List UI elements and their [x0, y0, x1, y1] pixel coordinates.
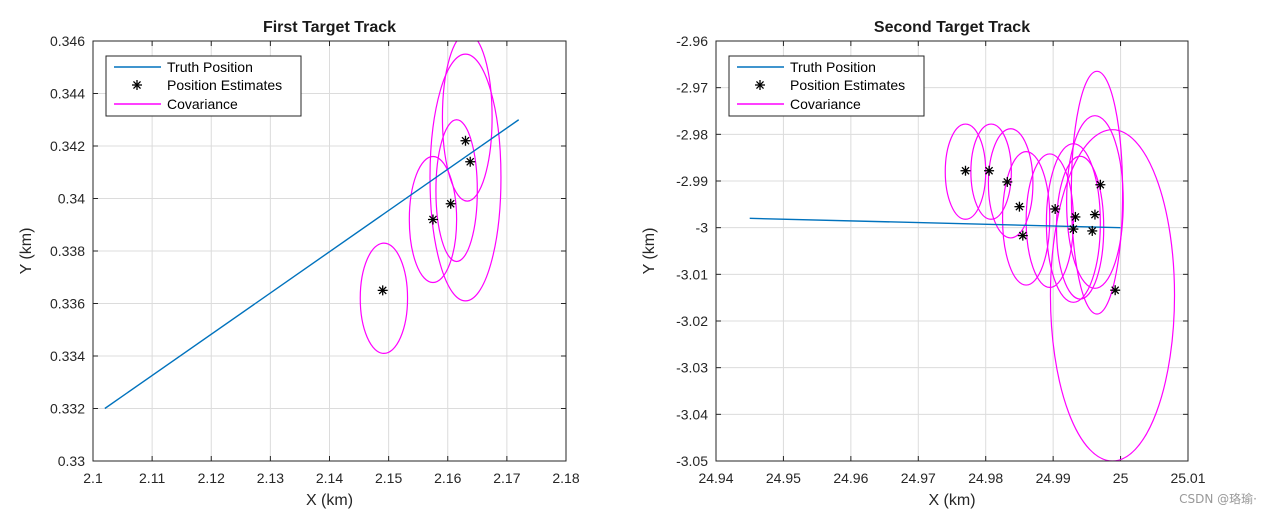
y-tick-label: -3.02	[676, 313, 708, 329]
position-estimate-marker	[445, 198, 456, 209]
position-estimate-marker	[377, 285, 388, 296]
legend: Truth Position Position Estimates Covarian…	[105, 55, 302, 117]
legend-label-estimates: Position Estimates	[790, 77, 905, 93]
x-tick-label: 2.12	[198, 470, 225, 486]
y-tick-label: -3.05	[676, 453, 708, 469]
x-tick-label: 2.16	[434, 470, 461, 486]
chart-title: Second Target Track	[874, 19, 1030, 36]
second-target-track-plot: 24.94 24.95 24.96 24.97 24.98 24.99 25 25.01 -3.…	[641, 19, 1206, 509]
y-axis-label: Y (km)	[641, 228, 658, 275]
position-estimate-marker	[1014, 201, 1025, 212]
y-tick-label: -2.97	[676, 80, 708, 96]
y-tick-label: 0.332	[50, 401, 85, 417]
y-tick-label: -3.04	[676, 406, 708, 422]
x-tick-label: 24.94	[698, 470, 733, 486]
y-tick-label: -3.03	[676, 360, 708, 376]
y-tick-label: -2.96	[676, 33, 708, 49]
y-tick-label: 0.33	[58, 453, 85, 469]
covariance-ellipse	[1049, 129, 1176, 461]
legend-label-truth: Truth Position	[167, 59, 253, 75]
first-target-track-plot: 2.1 2.11 2.12 2.13 2.14 2.15 2.16 2.17 2.18 0.33 0…	[18, 19, 580, 509]
y-tick-label: -3.01	[676, 266, 708, 282]
y-tick-label: -2.99	[676, 173, 708, 189]
x-tick-label: 24.99	[1036, 470, 1071, 486]
x-tick-label: 2.14	[316, 470, 343, 486]
x-tick-label: 24.98	[968, 470, 1003, 486]
watermark: CSDN @珞瑜·	[1179, 492, 1257, 506]
covariance-ellipse	[970, 123, 1012, 220]
legend-estimate-swatch	[755, 80, 765, 90]
position-estimate-marker	[1087, 225, 1098, 236]
position-estimate-marker	[427, 214, 438, 225]
covariance-ellipse	[441, 41, 493, 202]
position-estimate-marker	[1002, 176, 1013, 187]
y-tick-label: -2.98	[676, 126, 708, 142]
x-tick-label: 25.01	[1170, 470, 1205, 486]
x-tick-label: 2.1	[83, 470, 103, 486]
covariance-ellipse	[1070, 70, 1124, 315]
y-tick-label: 0.334	[50, 348, 85, 364]
truth-position-line	[104, 119, 520, 410]
position-estimate-marker	[1050, 204, 1061, 214]
covariance-ellipse	[359, 242, 409, 354]
axes-box	[92, 40, 567, 462]
covariance-ellipse	[944, 123, 987, 220]
chart-title: First Target Track	[263, 19, 396, 36]
data-layer	[104, 41, 520, 410]
y-axis-label: Y (km)	[18, 228, 35, 275]
legend-label-covariance: Covariance	[167, 96, 238, 112]
position-estimate-marker	[1068, 224, 1079, 235]
covariance-ellipse	[1066, 115, 1124, 289]
y-tick-label: 0.344	[50, 86, 85, 102]
y-tick-label: -3	[696, 220, 709, 236]
covariance-ellipse	[1025, 153, 1074, 289]
covariance-ellipse	[429, 53, 502, 302]
x-tick-label: 2.13	[257, 470, 284, 486]
legend-label-estimates: Position Estimates	[167, 77, 282, 93]
legend-label-covariance: Covariance	[790, 96, 861, 112]
x-axis-label: X (km)	[928, 492, 975, 509]
x-tick-label: 2.18	[552, 470, 579, 486]
covariance-ellipse	[408, 155, 458, 284]
truth-position-line	[749, 217, 1121, 229]
axes-box	[715, 40, 1189, 462]
x-tick-label: 2.17	[493, 470, 520, 486]
covariance-ellipse	[1001, 151, 1051, 286]
position-estimate-marker	[460, 135, 471, 146]
x-tick-label: 2.11	[139, 470, 165, 486]
legend: Truth Position Position Estimates Covarian…	[728, 55, 925, 117]
position-estimate-marker	[984, 165, 995, 176]
position-estimate-marker	[1017, 230, 1028, 241]
position-estimate-marker	[1070, 211, 1081, 222]
x-tick-label: 24.95	[766, 470, 801, 486]
position-estimate-marker	[1095, 179, 1106, 190]
y-tick-label: 0.336	[50, 296, 85, 312]
y-tick-label: 0.34	[58, 191, 85, 207]
x-tick-label: 24.97	[901, 470, 936, 486]
x-tick-label: 2.15	[375, 470, 402, 486]
x-tick-label: 25	[1113, 470, 1129, 486]
x-axis-label: X (km)	[306, 492, 353, 509]
x-tick-label: 24.96	[833, 470, 868, 486]
position-estimate-marker	[465, 156, 476, 167]
covariance-ellipse	[987, 128, 1034, 239]
position-estimate-marker	[960, 165, 971, 176]
position-estimate-marker	[1110, 285, 1121, 296]
covariance-ellipse	[435, 119, 478, 263]
position-estimate-marker	[1089, 209, 1100, 220]
y-tick-label: 0.338	[50, 243, 85, 259]
y-tick-label: 0.346	[50, 33, 85, 49]
legend-estimate-swatch	[132, 80, 142, 90]
y-tick-label: 0.342	[50, 138, 85, 154]
legend-label-truth: Truth Position	[790, 59, 876, 75]
data-layer	[749, 70, 1176, 461]
